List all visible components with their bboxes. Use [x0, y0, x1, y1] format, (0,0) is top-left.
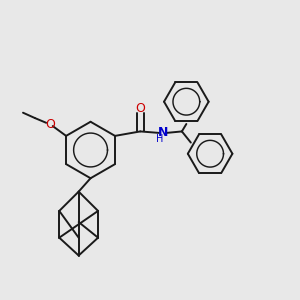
Text: H: H	[157, 134, 164, 144]
Text: O: O	[45, 118, 55, 131]
Text: O: O	[135, 102, 145, 115]
Text: N: N	[158, 126, 168, 140]
